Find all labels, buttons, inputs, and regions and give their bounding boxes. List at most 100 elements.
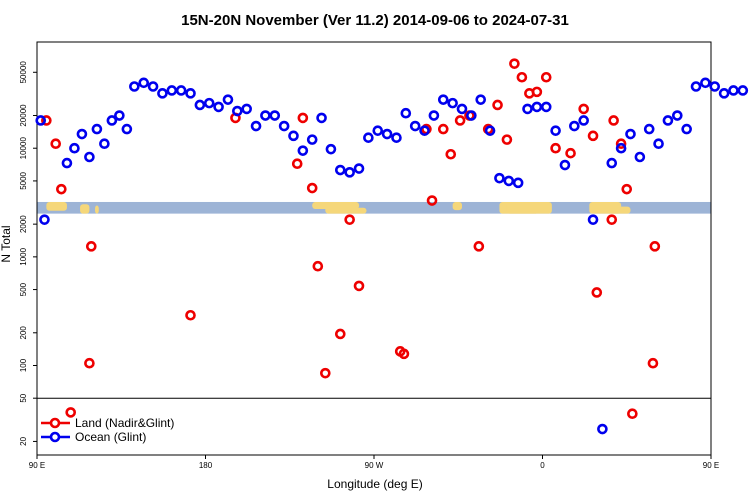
x-tick-label-0: 90 E — [29, 461, 45, 470]
point-1-6 — [91, 123, 103, 135]
point-0-26 — [492, 99, 503, 111]
x-tick-label-3: 0 — [540, 461, 545, 470]
legend-marker-0 — [49, 417, 61, 429]
point-1-66 — [643, 123, 655, 135]
y-tick-label-10: 50000 — [19, 61, 28, 84]
point-1-10 — [121, 123, 133, 135]
y-axis-label: N Total — [0, 225, 13, 262]
point-1-13 — [147, 81, 159, 92]
point-1-54 — [531, 101, 543, 113]
point-1-25 — [260, 110, 271, 121]
point-0-10 — [306, 182, 318, 194]
legend-label-0: Land (Nadir&Glint) — [75, 416, 174, 430]
y-tick-label-3: 200 — [19, 326, 28, 340]
map-land-10 — [608, 206, 631, 214]
point-1-4 — [76, 128, 88, 140]
point-0-21 — [445, 148, 457, 160]
x-tick-label-1: 180 — [199, 461, 213, 470]
map-ocean — [37, 201, 711, 214]
point-0-15 — [353, 280, 365, 292]
point-0-43 — [647, 357, 659, 369]
point-1-26 — [269, 110, 281, 121]
point-1-22 — [232, 105, 243, 117]
y-tick-label-2: 100 — [19, 358, 28, 372]
point-1-28 — [288, 130, 299, 142]
point-1-27 — [278, 120, 290, 132]
point-1-48 — [475, 94, 487, 105]
point-0-13 — [334, 328, 346, 340]
world-map-band — [37, 201, 711, 214]
point-1-67 — [653, 138, 664, 150]
y-tick-label-1: 50 — [19, 393, 28, 402]
point-1-33 — [334, 164, 346, 176]
map-land-5 — [344, 207, 367, 214]
legend-marker-1 — [49, 431, 61, 443]
point-0-27 — [501, 134, 513, 145]
chart-title: 15N-20N November (Ver 11.2) 2014-09-06 t… — [181, 12, 569, 29]
point-1-59 — [578, 115, 589, 126]
point-0-34 — [565, 147, 576, 159]
point-1-55 — [540, 101, 552, 113]
point-1-24 — [250, 120, 262, 132]
point-1-74 — [718, 88, 730, 99]
point-0-14 — [344, 214, 355, 225]
point-1-12 — [138, 77, 150, 89]
point-1-23 — [241, 103, 252, 115]
point-1-45 — [447, 97, 458, 109]
point-0-5 — [85, 241, 97, 252]
point-0-20 — [437, 123, 449, 135]
point-0-17 — [398, 348, 410, 360]
point-1-36 — [363, 132, 374, 143]
legend: Land (Nadir&Glint)Ocean (Glint) — [41, 416, 174, 444]
point-1-52 — [512, 177, 524, 189]
point-1-44 — [437, 94, 449, 105]
point-1-73 — [709, 81, 721, 92]
point-1-17 — [185, 88, 196, 99]
point-0-22 — [454, 115, 466, 126]
point-1-61 — [597, 423, 608, 435]
point-1-53 — [522, 103, 533, 115]
point-0-31 — [531, 86, 543, 98]
point-1-51 — [503, 175, 515, 187]
point-1-18 — [194, 99, 206, 111]
legend-label-1: Ocean (Glint) — [75, 430, 146, 444]
point-0-42 — [627, 408, 638, 419]
point-1-32 — [325, 143, 337, 155]
y-tick-label-6: 2000 — [19, 215, 28, 233]
point-1-30 — [306, 134, 318, 145]
point-1-11 — [129, 81, 140, 92]
point-0-36 — [587, 130, 599, 142]
point-0-39 — [608, 115, 619, 126]
map-land-2 — [95, 205, 99, 214]
point-0-12 — [320, 367, 331, 379]
point-1-2 — [61, 157, 73, 169]
point-0-37 — [591, 287, 603, 298]
point-1-62 — [606, 157, 618, 169]
y-tick-label-5: 1000 — [19, 247, 28, 265]
point-1-39 — [391, 132, 402, 143]
point-1-5 — [84, 151, 95, 163]
map-land-0 — [46, 201, 67, 211]
point-0-40 — [615, 138, 627, 150]
point-1-19 — [203, 97, 215, 109]
point-1-34 — [344, 167, 355, 178]
point-1-68 — [662, 115, 674, 126]
point-1-64 — [625, 128, 636, 140]
point-0-35 — [578, 103, 589, 115]
point-1-65 — [634, 151, 646, 163]
y-axis: 20 50 100 200 500 1000 2000 5000 10000 20000 50000 — [19, 61, 37, 446]
point-0-33 — [550, 142, 561, 154]
point-1-72 — [700, 77, 711, 89]
point-1-57 — [559, 159, 571, 171]
series-0 — [41, 58, 661, 419]
point-1-50 — [494, 172, 505, 184]
y-tick-label-9: 20000 — [19, 104, 28, 127]
point-1-15 — [166, 85, 178, 96]
y-tick-label-8: 10000 — [19, 137, 28, 160]
point-1-20 — [213, 101, 224, 113]
point-1-63 — [615, 142, 627, 154]
y-tick-label-4: 500 — [19, 282, 28, 296]
y-tick-label-0: 20 — [19, 436, 28, 445]
point-1-37 — [372, 125, 384, 136]
point-0-1 — [50, 138, 62, 150]
